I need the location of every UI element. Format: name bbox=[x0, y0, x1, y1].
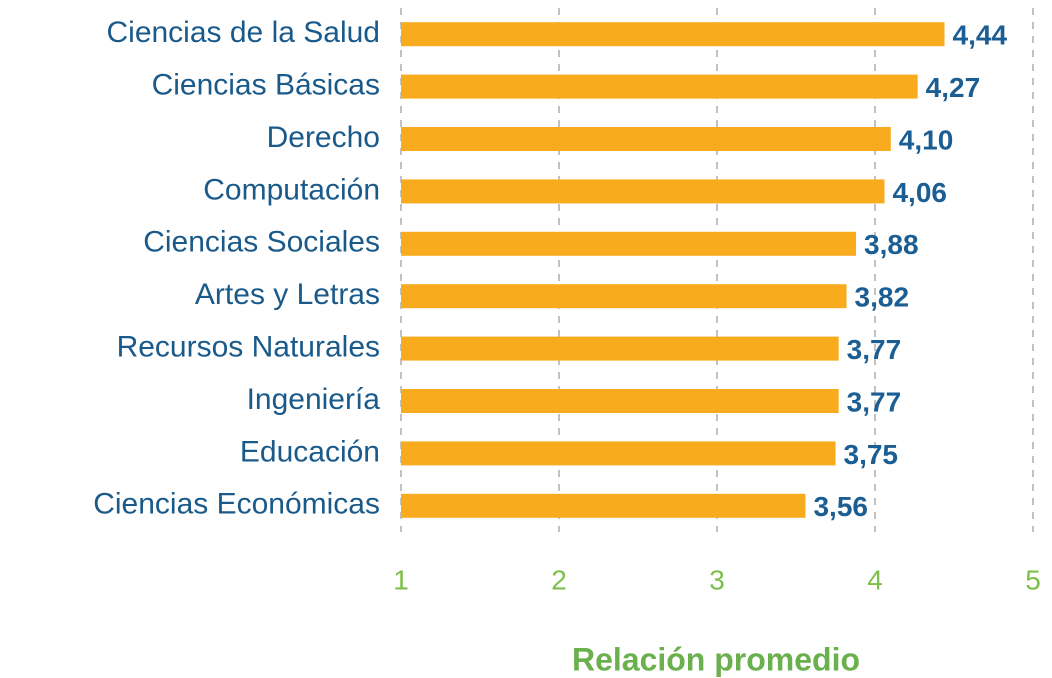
bar bbox=[401, 127, 891, 151]
bar bbox=[401, 389, 839, 413]
bar bbox=[401, 336, 839, 361]
category-label: Computación bbox=[203, 173, 380, 206]
x-tick-label: 4 bbox=[867, 564, 883, 595]
value-label: 3,82 bbox=[855, 282, 910, 313]
category-label: Recursos Naturales bbox=[117, 331, 380, 364]
category-label: Artes y Letras bbox=[195, 278, 380, 311]
category-label: Educación bbox=[240, 435, 380, 468]
x-axis-label: Relación promedio bbox=[572, 641, 860, 677]
value-label: 3,77 bbox=[847, 334, 902, 365]
value-label: 3,75 bbox=[844, 439, 899, 470]
value-label: 3,56 bbox=[813, 491, 868, 522]
value-label: 4,06 bbox=[892, 177, 947, 208]
value-label: 4,10 bbox=[899, 124, 954, 155]
value-label: 4,27 bbox=[926, 72, 981, 103]
x-tick-label: 2 bbox=[551, 564, 567, 595]
category-label: Ciencias Básicas bbox=[152, 69, 380, 102]
bar bbox=[401, 179, 885, 204]
value-label: 3,88 bbox=[864, 229, 919, 260]
category-label: Ingeniería bbox=[247, 383, 381, 416]
bar bbox=[401, 22, 945, 47]
category-label: Ciencias Económicas bbox=[93, 488, 380, 521]
category-label: Derecho bbox=[267, 121, 380, 154]
value-label: 4,44 bbox=[953, 20, 1008, 51]
bar bbox=[401, 441, 836, 466]
bar bbox=[401, 284, 847, 309]
x-tick-label: 1 bbox=[393, 564, 409, 595]
category-label: Ciencias de la Salud bbox=[106, 16, 380, 49]
value-label: 3,77 bbox=[847, 386, 902, 417]
x-tick-label: 5 bbox=[1025, 564, 1041, 595]
bar bbox=[401, 493, 806, 518]
bar bbox=[401, 231, 857, 256]
x-tick-label: 3 bbox=[709, 564, 725, 595]
bar bbox=[401, 74, 918, 99]
category-label: Ciencias Sociales bbox=[143, 226, 380, 259]
